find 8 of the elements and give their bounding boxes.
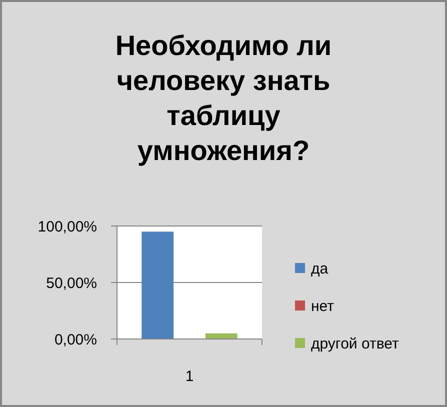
- y-tick-label: 50,00%: [46, 274, 97, 292]
- legend-label: другой ответ: [311, 335, 399, 352]
- chart-title: Необходимо ли человеку знать таблицу умножения?: [115, 30, 332, 166]
- y-tick-label: 100,00%: [38, 218, 97, 236]
- x-tick-label: 1: [185, 368, 194, 385]
- legend-label: да: [311, 260, 329, 278]
- y-tick-label: 0,00%: [54, 331, 97, 348]
- legend-label: нет: [311, 298, 334, 315]
